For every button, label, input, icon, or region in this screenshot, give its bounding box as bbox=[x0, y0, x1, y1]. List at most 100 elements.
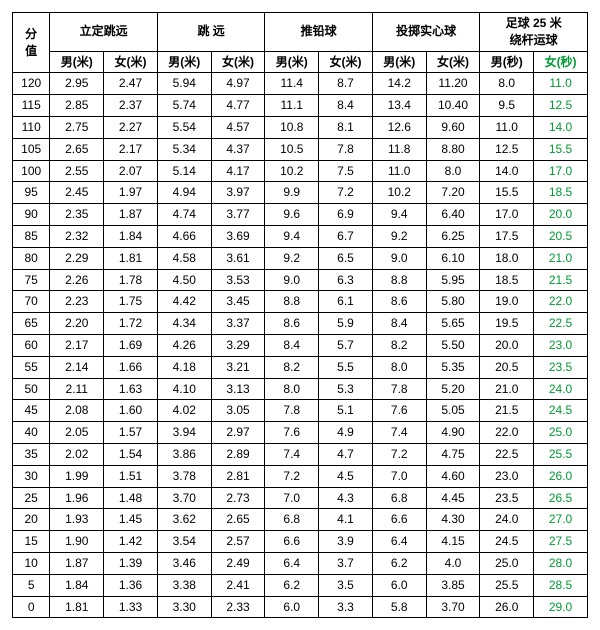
value-cell: 1.63 bbox=[104, 378, 158, 400]
value-cell: 11.20 bbox=[426, 73, 480, 95]
value-cell: 27.0 bbox=[534, 509, 588, 531]
value-cell: 22.5 bbox=[534, 313, 588, 335]
table-row: 1052.652.175.344.3710.57.811.88.8012.515… bbox=[13, 138, 588, 160]
value-cell: 2.08 bbox=[50, 400, 104, 422]
table-row: 51.841.363.382.416.23.56.03.8525.528.5 bbox=[13, 574, 588, 596]
value-cell: 3.13 bbox=[211, 378, 265, 400]
value-cell: 24.5 bbox=[534, 400, 588, 422]
value-cell: 23.5 bbox=[480, 487, 534, 509]
value-cell: 6.0 bbox=[372, 574, 426, 596]
value-cell: 2.89 bbox=[211, 443, 265, 465]
value-cell: 4.5 bbox=[319, 465, 373, 487]
table-header: 分值立定跳远跳 远推铅球投掷实心球足球 25 米绕杆运球 男(米)女(米)男(米… bbox=[13, 13, 588, 73]
value-cell: 24.0 bbox=[480, 509, 534, 531]
value-cell: 10.2 bbox=[265, 160, 319, 182]
table-row: 752.261.784.503.539.06.38.85.9518.521.5 bbox=[13, 269, 588, 291]
value-cell: 8.6 bbox=[265, 313, 319, 335]
value-cell: 2.11 bbox=[50, 378, 104, 400]
value-cell: 9.0 bbox=[372, 247, 426, 269]
value-cell: 5.20 bbox=[426, 378, 480, 400]
value-cell: 1.84 bbox=[50, 574, 104, 596]
value-cell: 8.1 bbox=[319, 116, 373, 138]
value-cell: 26.5 bbox=[534, 487, 588, 509]
value-cell: 5.94 bbox=[157, 73, 211, 95]
score-cell: 85 bbox=[13, 225, 50, 247]
value-cell: 25.0 bbox=[534, 422, 588, 444]
value-cell: 8.0 bbox=[372, 356, 426, 378]
value-cell: 4.74 bbox=[157, 204, 211, 226]
value-cell: 2.02 bbox=[50, 443, 104, 465]
score-cell: 45 bbox=[13, 400, 50, 422]
value-cell: 8.0 bbox=[426, 160, 480, 182]
value-cell: 4.30 bbox=[426, 509, 480, 531]
value-cell: 2.23 bbox=[50, 291, 104, 313]
table-row: 852.321.844.663.699.46.79.26.2517.520.5 bbox=[13, 225, 588, 247]
value-cell: 5.35 bbox=[426, 356, 480, 378]
col-group-header: 跳 远 bbox=[157, 13, 265, 52]
value-cell: 4.94 bbox=[157, 182, 211, 204]
value-cell: 7.2 bbox=[372, 443, 426, 465]
value-cell: 6.1 bbox=[319, 291, 373, 313]
value-cell: 1.87 bbox=[50, 552, 104, 574]
value-cell: 8.2 bbox=[372, 334, 426, 356]
value-cell: 2.14 bbox=[50, 356, 104, 378]
score-cell: 20 bbox=[13, 509, 50, 531]
value-cell: 8.8 bbox=[372, 269, 426, 291]
value-cell: 3.78 bbox=[157, 465, 211, 487]
value-cell: 11.0 bbox=[480, 116, 534, 138]
value-cell: 1.39 bbox=[104, 552, 158, 574]
value-cell: 4.45 bbox=[426, 487, 480, 509]
value-cell: 3.85 bbox=[426, 574, 480, 596]
value-cell: 4.57 bbox=[211, 116, 265, 138]
value-cell: 6.5 bbox=[319, 247, 373, 269]
value-cell: 2.75 bbox=[50, 116, 104, 138]
value-cell: 2.29 bbox=[50, 247, 104, 269]
value-cell: 4.97 bbox=[211, 73, 265, 95]
value-cell: 8.8 bbox=[265, 291, 319, 313]
value-cell: 4.7 bbox=[319, 443, 373, 465]
value-cell: 19.5 bbox=[480, 313, 534, 335]
value-cell: 29.0 bbox=[534, 596, 588, 618]
value-cell: 21.5 bbox=[480, 400, 534, 422]
value-cell: 2.73 bbox=[211, 487, 265, 509]
value-cell: 3.05 bbox=[211, 400, 265, 422]
value-cell: 3.97 bbox=[211, 182, 265, 204]
value-cell: 7.2 bbox=[265, 465, 319, 487]
score-cell: 75 bbox=[13, 269, 50, 291]
value-cell: 2.57 bbox=[211, 531, 265, 553]
value-cell: 2.97 bbox=[211, 422, 265, 444]
value-cell: 23.0 bbox=[534, 334, 588, 356]
value-cell: 6.4 bbox=[372, 531, 426, 553]
value-cell: 2.45 bbox=[50, 182, 104, 204]
value-cell: 5.50 bbox=[426, 334, 480, 356]
value-cell: 3.7 bbox=[319, 552, 373, 574]
value-cell: 18.5 bbox=[480, 269, 534, 291]
value-cell: 4.9 bbox=[319, 422, 373, 444]
table-row: 352.021.543.862.897.44.77.24.7522.525.5 bbox=[13, 443, 588, 465]
value-cell: 3.53 bbox=[211, 269, 265, 291]
value-cell: 20.0 bbox=[480, 334, 534, 356]
value-cell: 22.0 bbox=[534, 291, 588, 313]
score-cell: 25 bbox=[13, 487, 50, 509]
value-cell: 5.14 bbox=[157, 160, 211, 182]
value-cell: 3.94 bbox=[157, 422, 211, 444]
value-cell: 2.32 bbox=[50, 225, 104, 247]
value-cell: 3.5 bbox=[319, 574, 373, 596]
table-row: 1102.752.275.544.5710.88.112.69.6011.014… bbox=[13, 116, 588, 138]
value-cell: 5.1 bbox=[319, 400, 373, 422]
value-cell: 2.07 bbox=[104, 160, 158, 182]
value-cell: 24.5 bbox=[480, 531, 534, 553]
value-cell: 11.1 bbox=[265, 95, 319, 117]
value-cell: 5.65 bbox=[426, 313, 480, 335]
value-cell: 3.9 bbox=[319, 531, 373, 553]
value-cell: 2.47 bbox=[104, 73, 158, 95]
value-cell: 2.20 bbox=[50, 313, 104, 335]
value-cell: 3.38 bbox=[157, 574, 211, 596]
value-cell: 7.8 bbox=[372, 378, 426, 400]
score-cell: 100 bbox=[13, 160, 50, 182]
value-cell: 14.2 bbox=[372, 73, 426, 95]
score-standards-table: 分值立定跳远跳 远推铅球投掷实心球足球 25 米绕杆运球 男(米)女(米)男(米… bbox=[12, 12, 588, 618]
value-cell: 9.5 bbox=[480, 95, 534, 117]
value-cell: 1.33 bbox=[104, 596, 158, 618]
value-cell: 23.5 bbox=[534, 356, 588, 378]
